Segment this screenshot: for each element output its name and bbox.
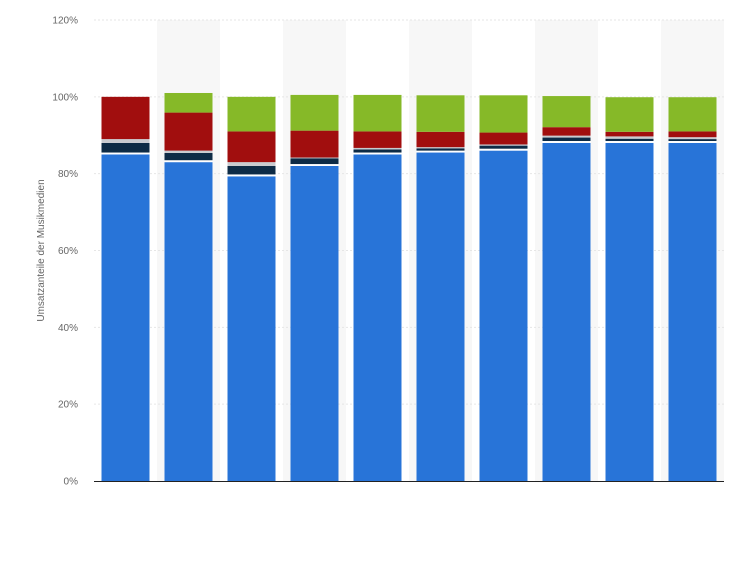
bar-segment <box>542 141 591 143</box>
bar-segment <box>164 92 213 113</box>
bar-segment <box>227 165 276 175</box>
bar-segment <box>416 95 465 132</box>
bar-segment <box>101 154 150 482</box>
bar-segment <box>668 131 717 138</box>
bar-segment <box>479 145 528 149</box>
y-tick-label: 0% <box>64 477 79 488</box>
bar-segment <box>542 127 591 136</box>
bar-segment <box>227 96 276 132</box>
bar-segment <box>479 132 528 145</box>
bar-segment <box>290 94 339 131</box>
bar-segment <box>227 174 276 177</box>
bar-segment <box>479 144 528 146</box>
bar-segment <box>227 162 276 166</box>
y-axis-ticks: 0% 20% 40% 60% 80% 100% 120% <box>52 16 78 488</box>
bar-segment <box>353 149 402 153</box>
bar-segment <box>668 139 717 142</box>
bar-segment <box>668 137 717 140</box>
bar-segment <box>479 150 528 481</box>
bar-segment <box>542 142 591 481</box>
bar-segment <box>605 131 654 137</box>
bar-segment <box>605 97 654 132</box>
bar-segment <box>542 137 591 142</box>
bar-segment <box>227 131 276 163</box>
bar-segment <box>353 154 402 482</box>
bar-segment <box>290 158 339 165</box>
bar-segment <box>605 142 654 481</box>
bar-segment <box>164 112 213 151</box>
bar-segment <box>542 96 591 128</box>
bar-segment <box>353 94 402 132</box>
y-tick-label: 60% <box>58 246 78 257</box>
bar-segment <box>416 150 465 153</box>
bar-segment <box>290 165 339 481</box>
y-tick-label: 20% <box>58 400 78 411</box>
bar-segment <box>164 160 213 163</box>
y-tick-label: 40% <box>58 323 78 334</box>
bar-segment <box>290 164 339 166</box>
bar-segment <box>605 136 654 139</box>
y-tick-label: 80% <box>58 169 78 180</box>
bar-segment <box>353 131 402 148</box>
bar-segment <box>605 138 654 142</box>
bar-segment <box>290 157 339 159</box>
bar-segment <box>227 176 276 481</box>
bar-segment <box>542 135 591 138</box>
bar-segment <box>479 148 528 151</box>
bar-segment <box>668 141 717 143</box>
bar-segment <box>416 147 465 149</box>
y-tick-label: 100% <box>52 92 78 103</box>
bar-segment <box>416 152 465 481</box>
bar-segment <box>479 95 528 133</box>
y-axis-title: Umsatzanteile der Musikmedien <box>36 179 47 321</box>
y-tick-label: 120% <box>52 16 78 27</box>
bar-segment <box>416 148 465 151</box>
bar-segment <box>164 152 213 161</box>
bar-segment <box>605 141 654 143</box>
bar-segment <box>353 147 402 150</box>
bar-segment <box>101 152 150 155</box>
bars <box>101 92 717 482</box>
bar-segment <box>668 142 717 481</box>
bar-segment <box>353 152 402 155</box>
bar-segment <box>101 142 150 153</box>
bar-segment <box>164 150 213 153</box>
bar-segment <box>101 96 150 140</box>
bar-segment <box>164 162 213 481</box>
bar-segment <box>668 97 717 132</box>
bar-segment <box>290 130 339 158</box>
bar-segment <box>101 139 150 143</box>
bar-segment <box>416 131 465 148</box>
